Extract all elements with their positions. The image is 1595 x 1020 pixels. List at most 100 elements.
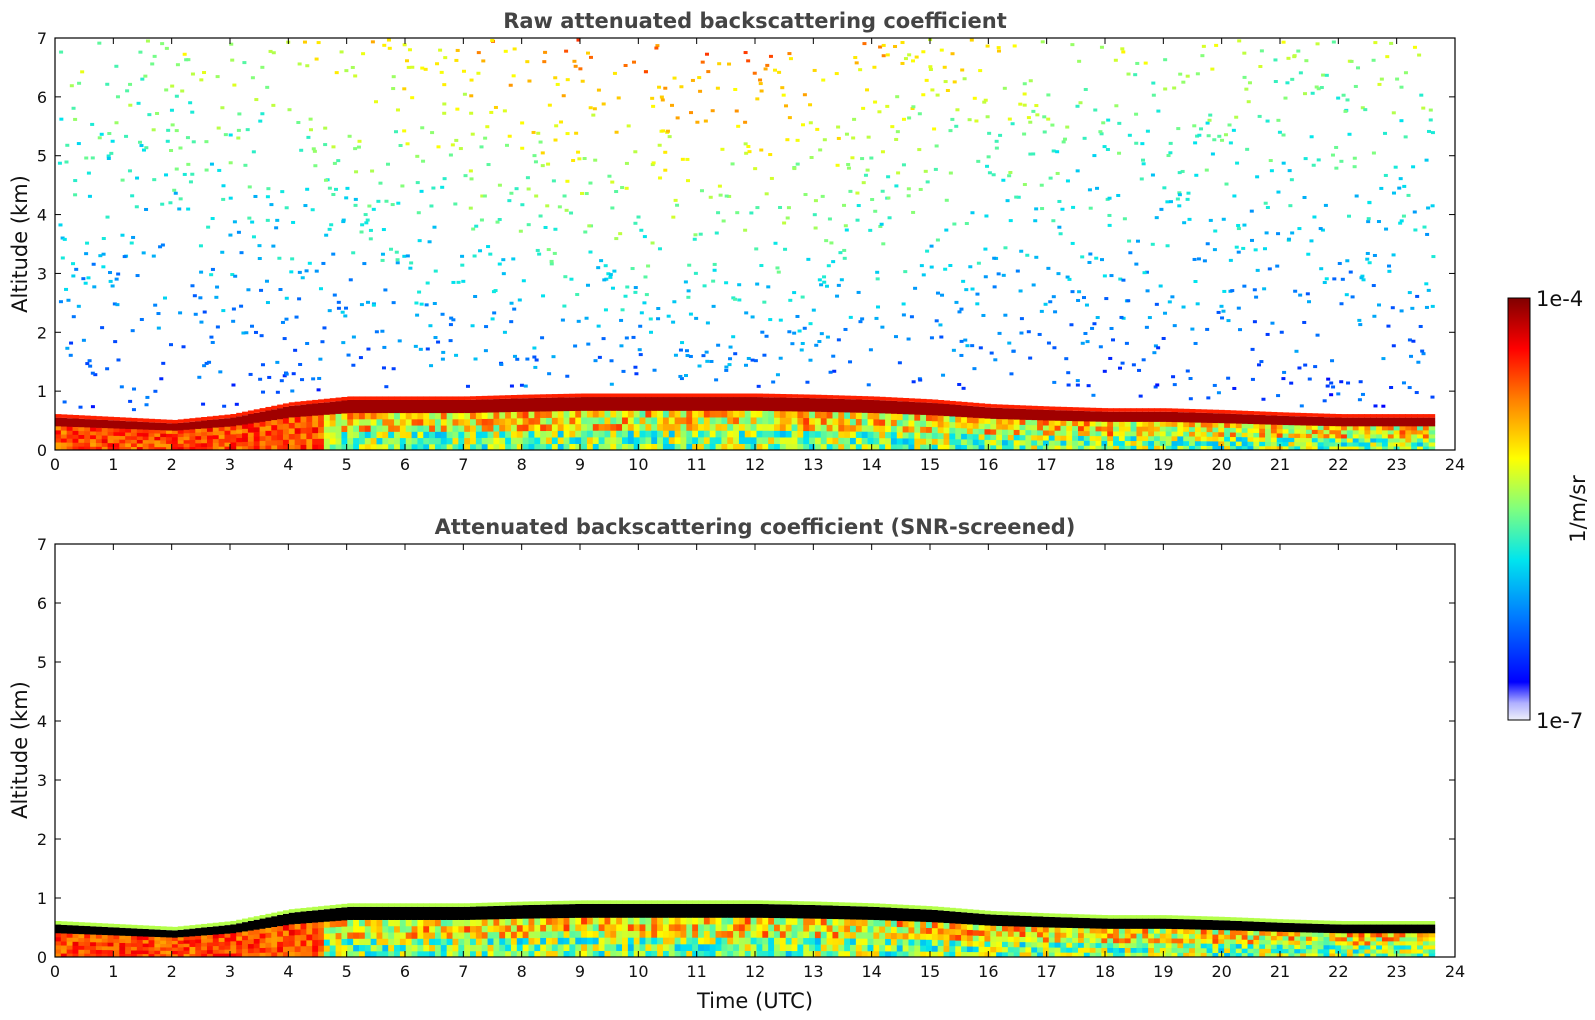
heatmap-cell <box>779 443 787 450</box>
heatmap-cell <box>984 428 991 435</box>
heatmap-cell <box>645 950 652 957</box>
noise-pixel <box>1051 219 1056 223</box>
heatmap-cell <box>1089 430 1097 437</box>
heatmap-cell <box>1095 435 1102 441</box>
noise-pixel <box>69 84 74 88</box>
heatmap-cell <box>288 918 296 925</box>
heatmap-cell <box>1206 409 1214 414</box>
noise-pixel <box>541 294 546 298</box>
noise-pixel <box>284 296 289 300</box>
heatmap-cell <box>1037 419 1044 426</box>
heatmap-cell <box>1270 432 1278 438</box>
noise-pixel <box>1230 289 1235 293</box>
heatmap-cell <box>411 437 419 445</box>
heatmap-cell <box>60 944 68 950</box>
heatmap-cell <box>598 430 606 438</box>
heatmap-cell <box>727 937 734 945</box>
heatmap-cell <box>341 938 348 946</box>
noise-pixel <box>1267 267 1272 271</box>
noise-pixel <box>77 81 82 85</box>
heatmap-cell <box>867 437 874 445</box>
noise-pixel <box>247 216 252 220</box>
heatmap-cell <box>598 436 606 444</box>
noise-pixel <box>155 111 160 115</box>
heatmap-cell <box>522 937 530 945</box>
noise-pixel <box>1336 96 1341 100</box>
heatmap-cell <box>399 913 407 920</box>
heatmap-cell <box>312 438 319 445</box>
heatmap-cell <box>569 900 576 905</box>
heatmap-cell <box>411 406 419 414</box>
noise-pixel <box>1265 205 1270 209</box>
heatmap-cell <box>692 930 699 938</box>
noise-pixel <box>396 201 401 205</box>
heatmap-cell <box>72 933 79 938</box>
noise-pixel <box>1259 360 1264 364</box>
noise-pixel <box>834 72 839 76</box>
noise-pixel <box>601 337 606 341</box>
heatmap-cell <box>446 412 454 420</box>
heatmap-cell <box>429 396 436 400</box>
heatmap-cell <box>224 446 231 450</box>
heatmap-cell <box>218 418 226 424</box>
heatmap-cell <box>510 395 518 399</box>
noise-pixel <box>680 341 685 345</box>
noise-pixel <box>280 320 285 324</box>
heatmap-cell <box>546 943 553 952</box>
heatmap-cell <box>177 436 185 441</box>
heatmap-cell <box>709 900 717 904</box>
noise-pixel <box>704 350 709 354</box>
heatmap-cell <box>727 430 734 438</box>
heatmap-cell <box>440 412 448 420</box>
noise-pixel <box>1118 277 1123 281</box>
heatmap-cell <box>136 428 144 433</box>
noise-pixel <box>853 56 858 60</box>
heatmap-cell <box>721 943 728 951</box>
noise-pixel <box>658 176 663 180</box>
heatmap-cell <box>458 396 465 400</box>
noise-pixel <box>64 287 69 291</box>
noise-pixel <box>220 106 225 110</box>
heatmap-cell <box>966 416 974 424</box>
noise-pixel <box>1154 302 1159 306</box>
noise-pixel <box>1217 134 1222 138</box>
heatmap-cell <box>943 415 950 422</box>
heatmap-cell <box>259 932 267 939</box>
noise-pixel <box>534 194 539 198</box>
noise-pixel <box>1407 386 1412 390</box>
heatmap-cell <box>358 903 366 907</box>
heatmap-cell <box>452 412 459 420</box>
heatmap-cell <box>686 430 693 438</box>
heatmap-cell <box>797 394 804 398</box>
heatmap-cell <box>236 433 243 438</box>
noise-pixel <box>1138 394 1143 398</box>
noise-pixel <box>574 131 579 135</box>
noise-pixel <box>1336 392 1341 396</box>
heatmap-cell <box>546 937 553 945</box>
noise-pixel <box>1337 261 1342 265</box>
heatmap-cell <box>902 401 910 409</box>
heatmap-cell <box>978 428 986 435</box>
heatmap-cell <box>850 437 857 445</box>
noise-pixel <box>1015 269 1020 273</box>
heatmap-cell <box>820 437 828 445</box>
noise-pixel <box>1050 123 1055 127</box>
heatmap-cell <box>1200 412 1208 419</box>
heatmap-cell <box>546 950 553 957</box>
noise-pixel <box>1420 349 1425 353</box>
noise-pixel <box>846 166 851 170</box>
noise-pixel <box>231 307 236 311</box>
heatmap-cell <box>540 901 547 905</box>
heatmap-cell <box>744 423 752 431</box>
heatmap-cell <box>1124 440 1132 446</box>
heatmap-cell <box>551 930 559 938</box>
heatmap-cell <box>657 903 664 912</box>
heatmap-cell <box>1054 435 1062 441</box>
noise-pixel <box>485 125 490 129</box>
noise-pixel <box>297 297 302 301</box>
noise-pixel <box>449 316 454 320</box>
heatmap-cell <box>300 438 307 445</box>
heatmap-cell <box>101 923 109 927</box>
noise-pixel <box>236 128 241 132</box>
heatmap-cell <box>820 417 828 425</box>
